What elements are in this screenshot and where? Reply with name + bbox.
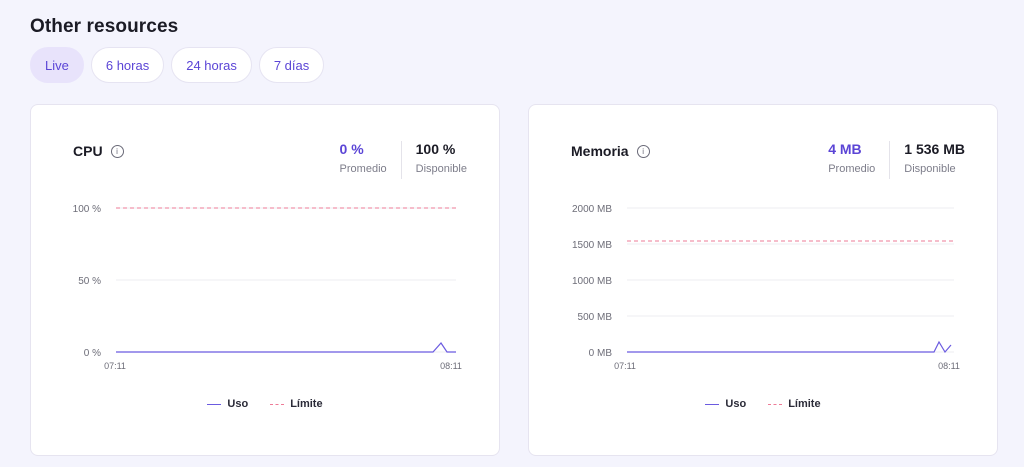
- y-tick: 2000 MB: [572, 204, 612, 215]
- usage-swatch-icon: [207, 403, 222, 405]
- cpu-title-text: CPU: [73, 143, 103, 159]
- y-tick: 100 %: [73, 204, 101, 215]
- cpu-chart: 100 % 50 % 0 % 07:11 08:11: [73, 204, 462, 371]
- info-icon[interactable]: i: [636, 144, 650, 158]
- legend-limit[interactable]: Límite: [768, 398, 821, 410]
- legend-usage[interactable]: Uso: [705, 398, 746, 410]
- y-tick: 1000 MB: [572, 276, 612, 287]
- memory-available-label: Disponible: [904, 163, 956, 175]
- cpu-title: CPU i: [73, 143, 124, 159]
- limit-swatch-icon: [768, 403, 783, 405]
- tab-live[interactable]: Live: [30, 47, 84, 83]
- memory-average-value: 4 MB: [828, 141, 862, 157]
- memory-usage-line: [627, 340, 952, 354]
- memory-title: Memoria i: [571, 143, 650, 159]
- legend-usage-label: Uso: [725, 398, 747, 410]
- memory-available-value: 1 536 MB: [904, 141, 965, 157]
- section-title: Other resources: [30, 16, 179, 37]
- y-tick: 500 MB: [578, 312, 613, 323]
- memory-title-text: Memoria: [571, 143, 629, 159]
- y-tick: 50 %: [78, 276, 101, 287]
- info-icon[interactable]: i: [110, 144, 124, 158]
- legend-limit[interactable]: Límite: [270, 398, 323, 410]
- legend-limit-label: Límite: [788, 398, 821, 410]
- cpu-stats: 0 % Promedio 100 % Disponible: [340, 141, 467, 179]
- limit-swatch-icon: [270, 403, 285, 405]
- y-tick: 1500 MB: [572, 240, 612, 251]
- tab-24-hours[interactable]: 24 horas: [171, 47, 252, 83]
- cpu-card: 100 % 50 % 0 % 07:11 08:11 CPU i 0 % Pro…: [30, 104, 500, 456]
- tab-7-days[interactable]: 7 días: [258, 47, 325, 83]
- time-range-tabs: Live 6 horas 24 horas 7 días: [30, 47, 325, 83]
- x-tick: 07:11: [104, 361, 126, 371]
- cpu-available-label: Disponible: [415, 163, 467, 175]
- cpu-average-label: Promedio: [339, 163, 387, 175]
- x-tick: 07:11: [614, 361, 636, 371]
- tab-6-hours[interactable]: 6 horas: [90, 47, 165, 83]
- memory-legend: Uso Límite: [529, 398, 997, 410]
- y-tick: 0 MB: [589, 348, 613, 359]
- legend-limit-label: Límite: [290, 398, 323, 410]
- cpu-legend: Uso Límite: [31, 398, 499, 410]
- memory-card: 2000 MB 1500 MB 1000 MB 500 MB 0 MB 07:1…: [528, 104, 998, 456]
- memory-stats: 4 MB Promedio 1 536 MB Disponible: [828, 141, 965, 179]
- cpu-available-value: 100 %: [415, 141, 456, 157]
- y-tick: 0 %: [84, 348, 101, 359]
- cpu-usage-line: [116, 342, 456, 353]
- legend-usage[interactable]: Uso: [207, 398, 248, 410]
- memory-average-label: Promedio: [828, 163, 876, 175]
- cpu-average-value: 0 %: [339, 141, 364, 157]
- usage-swatch-icon: [705, 403, 720, 405]
- memory-chart: 2000 MB 1500 MB 1000 MB 500 MB 0 MB 07:1…: [572, 204, 960, 371]
- x-tick: 08:11: [440, 361, 462, 371]
- legend-usage-label: Uso: [227, 398, 249, 410]
- x-tick: 08:11: [938, 361, 960, 371]
